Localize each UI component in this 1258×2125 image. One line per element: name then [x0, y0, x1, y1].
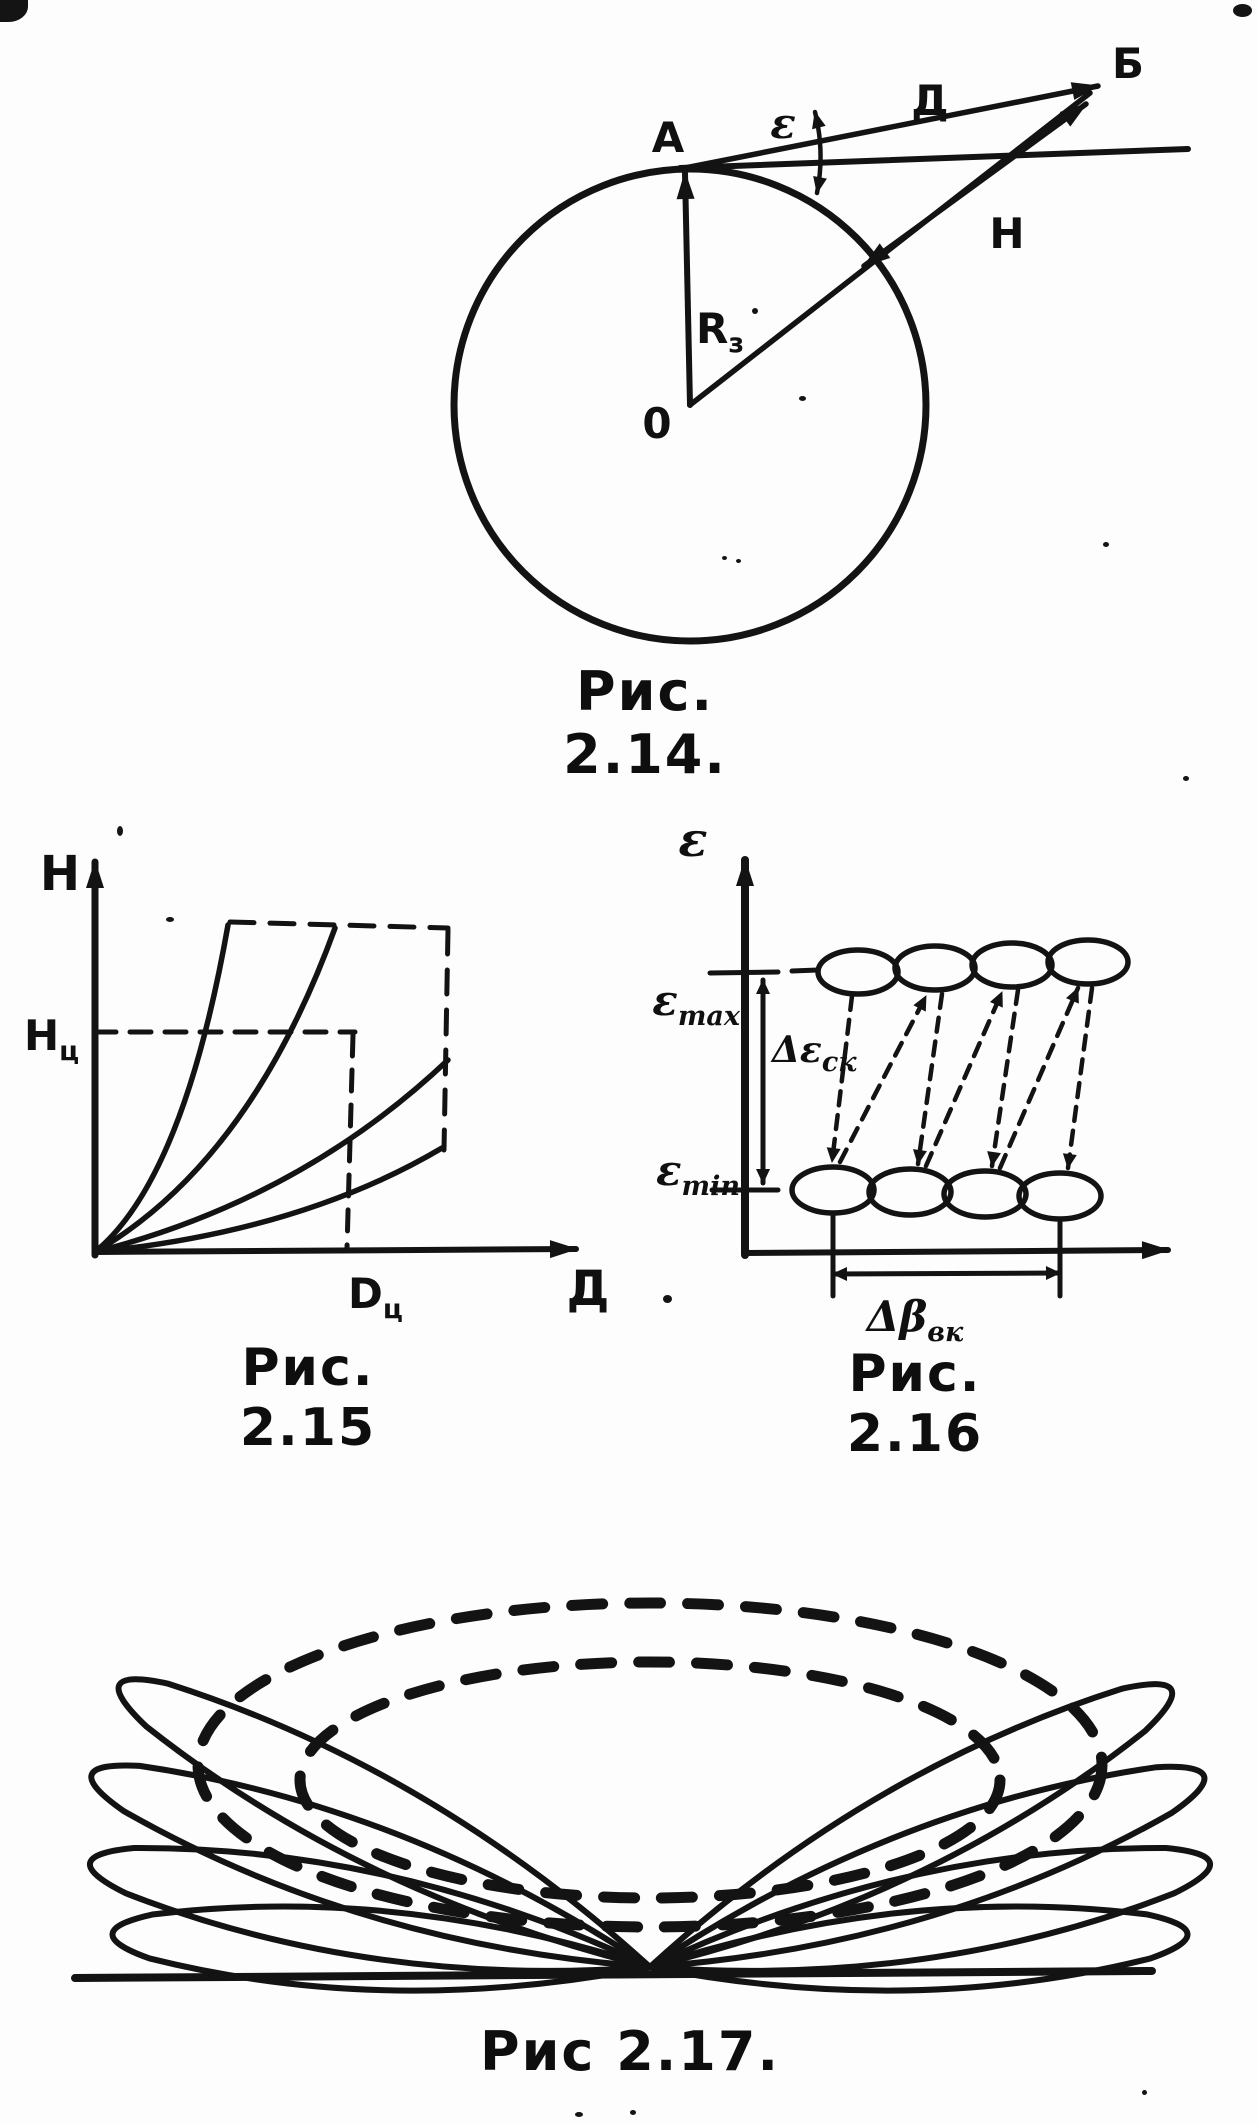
beam-top-4 — [1045, 937, 1131, 987]
label-delta-eps: Δεск — [770, 1029, 857, 1078]
right-limit-dashed-line — [441, 927, 451, 1153]
figure-2-15: Н Д Нц Dц — [24, 846, 610, 1325]
beam-lobe — [647, 1763, 1208, 1970]
label-point-b: Б — [1112, 39, 1144, 88]
label-d-target: Dц — [348, 1269, 403, 1325]
beam-top-1 — [815, 947, 901, 997]
ground-line — [71, 1967, 1156, 1982]
scan-artifact — [117, 826, 123, 836]
beam-bottom-2 — [866, 1166, 954, 1218]
beam-lobe — [647, 1844, 1213, 1974]
label-distance-d: Д — [911, 76, 948, 125]
curve-3 — [92, 1057, 451, 1255]
beam-top-2 — [892, 943, 978, 993]
earth-radius-line — [676, 170, 695, 408]
scan-artifact — [663, 1295, 672, 1303]
figure-2-16: ε εmax εmin Δεск Δβвк — [652, 812, 1171, 1348]
caption-fig-2-14: Рис. 2.14. — [563, 660, 727, 786]
label-delta-beta: Δβвк — [865, 1292, 964, 1348]
label-center-o: 0 — [642, 399, 671, 448]
beam-bottom-1 — [789, 1164, 877, 1216]
label-epsilon: ε — [770, 99, 796, 148]
beam-lobe — [115, 1676, 653, 1970]
scan-path-1 — [826, 993, 855, 1165]
eps-max-tick — [707, 969, 781, 976]
scan-artifact — [575, 2112, 583, 2117]
scan-artifact — [1233, 4, 1252, 17]
curve-1 — [92, 922, 231, 1255]
scan-path-4 — [923, 989, 1005, 1169]
scan-artifact — [1103, 542, 1109, 547]
scan-circle-outer — [192, 1597, 1108, 1933]
label-h-target: Нц — [24, 1011, 79, 1067]
scan-path-7 — [1062, 985, 1095, 1171]
beam-lobe — [109, 1903, 653, 1994]
top-limit-dashed-line — [227, 919, 451, 931]
scan-path-3 — [913, 991, 945, 1167]
curve-4 — [92, 1145, 445, 1255]
label-earth-radius: Rз — [696, 304, 744, 359]
beam-lobes-right — [647, 1681, 1213, 1994]
scan-path-2 — [837, 993, 929, 1165]
beam-lobe — [647, 1903, 1191, 1994]
beta-measure-arrow — [830, 1266, 1063, 1281]
beam-bottom-4 — [1016, 1170, 1104, 1222]
scan-artifact — [799, 396, 806, 401]
beam-top-3 — [969, 940, 1055, 990]
label-point-a: А — [652, 113, 685, 162]
x-axis-label: Д — [567, 1261, 610, 1317]
scan-path-5 — [987, 987, 1021, 1169]
caption-fig-2-17: Рис 2.17. — [480, 2020, 780, 2083]
scan-artifact — [736, 559, 741, 563]
beam-bottom-3 — [941, 1168, 1029, 1220]
beam-lobe — [87, 1844, 653, 1974]
elevation-angle-marker — [812, 109, 827, 196]
beam-lobe — [647, 1681, 1176, 1970]
scan-artifact — [0, 0, 28, 22]
figure-2-14: А Б Д ε Н Rз 0 — [450, 39, 1191, 645]
beam-lobe — [88, 1762, 653, 1970]
y-axis-label: Н — [40, 846, 80, 902]
figure-2-17 — [71, 1597, 1213, 1994]
scan-artifact — [630, 2110, 636, 2115]
caption-fig-2-15: Рис. 2.15 — [239, 1338, 377, 1458]
label-eps-max: εmax — [652, 976, 741, 1032]
beam-lobes-left — [87, 1676, 653, 1994]
scan-artifact — [1142, 2090, 1147, 2095]
x-axis — [92, 1240, 579, 1259]
caption-fig-2-16: Рис. 2.16 — [846, 1344, 984, 1464]
scan-path-6 — [997, 985, 1081, 1171]
label-eps-min: εmin — [656, 1146, 740, 1202]
scan-artifact — [1183, 776, 1189, 781]
curve-2 — [92, 925, 338, 1255]
label-height-h: Н — [989, 209, 1024, 258]
scan-artifact — [722, 556, 727, 560]
scan-artifact — [752, 308, 758, 314]
eps-max-lead-dash — [789, 967, 821, 974]
beta-axis — [742, 1241, 1171, 1260]
scan-artifact — [166, 917, 174, 922]
epsilon-axis-label: ε — [678, 812, 707, 868]
scan-circle-inner — [294, 1656, 1006, 1904]
height-measure-arrow — [861, 101, 1089, 269]
